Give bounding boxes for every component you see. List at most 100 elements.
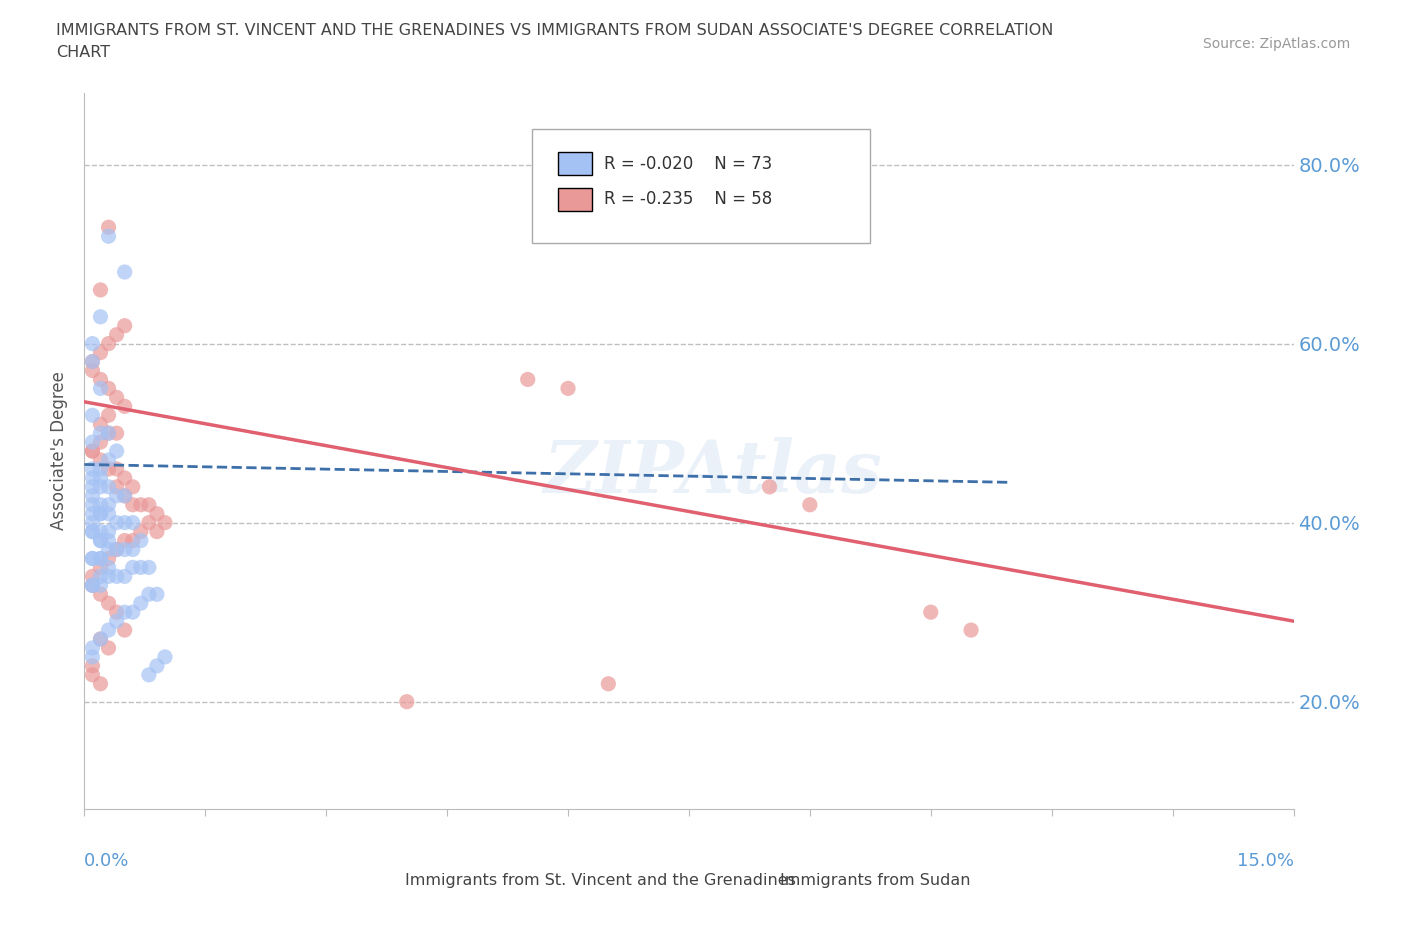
Point xyxy=(105,569,128,584)
Point xyxy=(105,488,128,503)
Point xyxy=(121,480,143,495)
Point xyxy=(97,641,120,656)
Point xyxy=(82,525,104,539)
Point xyxy=(89,283,111,298)
Point xyxy=(89,434,111,449)
Point xyxy=(97,525,120,539)
Point xyxy=(395,694,418,709)
Point xyxy=(89,560,111,575)
Point xyxy=(114,318,136,333)
Point xyxy=(557,381,579,396)
Point xyxy=(105,614,128,629)
Point xyxy=(121,533,143,548)
FancyBboxPatch shape xyxy=(558,188,592,211)
Point xyxy=(89,480,111,495)
Point xyxy=(82,658,104,673)
Point xyxy=(105,542,128,557)
Point xyxy=(105,327,128,342)
Point xyxy=(97,533,120,548)
Point xyxy=(114,623,136,638)
Point xyxy=(598,676,620,691)
Point xyxy=(89,587,111,602)
Text: IMMIGRANTS FROM ST. VINCENT AND THE GRENADINES VS IMMIGRANTS FROM SUDAN ASSOCIAT: IMMIGRANTS FROM ST. VINCENT AND THE GREN… xyxy=(56,23,1053,38)
Point xyxy=(97,569,120,584)
Point xyxy=(89,631,111,646)
Point xyxy=(114,604,136,619)
Point xyxy=(82,488,104,503)
Point xyxy=(129,498,152,512)
Point xyxy=(82,434,104,449)
Point xyxy=(97,337,120,352)
Point xyxy=(516,372,538,387)
FancyBboxPatch shape xyxy=(749,872,773,889)
Point xyxy=(114,471,136,485)
Text: Immigrants from St. Vincent and the Grenadines: Immigrants from St. Vincent and the Gren… xyxy=(405,873,796,888)
Point xyxy=(121,515,143,530)
Point xyxy=(82,480,104,495)
Point xyxy=(89,417,111,432)
Text: Immigrants from Sudan: Immigrants from Sudan xyxy=(780,873,970,888)
Point xyxy=(89,533,111,548)
Point xyxy=(89,345,111,360)
Point xyxy=(89,506,111,521)
Point xyxy=(129,525,152,539)
Point xyxy=(89,372,111,387)
Point xyxy=(89,453,111,468)
Point xyxy=(97,542,120,557)
Point xyxy=(105,515,128,530)
Point xyxy=(129,560,152,575)
FancyBboxPatch shape xyxy=(531,128,870,244)
Point xyxy=(89,676,111,691)
Point xyxy=(82,444,104,458)
Point xyxy=(121,498,143,512)
Point xyxy=(89,569,111,584)
Text: Source: ZipAtlas.com: Source: ZipAtlas.com xyxy=(1202,37,1350,51)
Point xyxy=(114,264,136,279)
Point xyxy=(89,551,111,565)
Point xyxy=(146,587,169,602)
Y-axis label: Associate's Degree: Associate's Degree xyxy=(51,372,69,530)
Point xyxy=(129,533,152,548)
Point xyxy=(89,461,111,476)
Point xyxy=(89,525,111,539)
Point xyxy=(114,488,136,503)
Point xyxy=(114,488,136,503)
Point xyxy=(82,354,104,369)
Point xyxy=(89,578,111,592)
Point xyxy=(114,399,136,414)
Point xyxy=(129,596,152,611)
Point xyxy=(82,668,104,683)
Point xyxy=(82,641,104,656)
Point xyxy=(146,506,169,521)
Point xyxy=(114,542,136,557)
Point xyxy=(97,551,120,565)
Point xyxy=(82,444,104,458)
Point xyxy=(97,596,120,611)
Point xyxy=(97,381,120,396)
Point xyxy=(82,525,104,539)
Point xyxy=(146,525,169,539)
Point xyxy=(105,461,128,476)
Point xyxy=(758,480,780,495)
Point xyxy=(89,498,111,512)
Point xyxy=(105,604,128,619)
Point xyxy=(105,390,128,405)
Point xyxy=(138,560,160,575)
Point xyxy=(82,569,104,584)
Text: R = -0.020    N = 73: R = -0.020 N = 73 xyxy=(605,154,772,173)
Point xyxy=(153,515,176,530)
Point xyxy=(97,426,120,441)
Text: R = -0.235    N = 58: R = -0.235 N = 58 xyxy=(605,191,772,208)
Point xyxy=(121,560,143,575)
Point xyxy=(82,407,104,422)
Point xyxy=(97,480,120,495)
Point xyxy=(146,658,169,673)
Point xyxy=(89,381,111,396)
Point xyxy=(114,515,136,530)
Point xyxy=(114,569,136,584)
Point xyxy=(105,480,128,495)
Point xyxy=(82,337,104,352)
Point xyxy=(97,407,120,422)
Point xyxy=(97,498,120,512)
Point xyxy=(82,461,104,476)
